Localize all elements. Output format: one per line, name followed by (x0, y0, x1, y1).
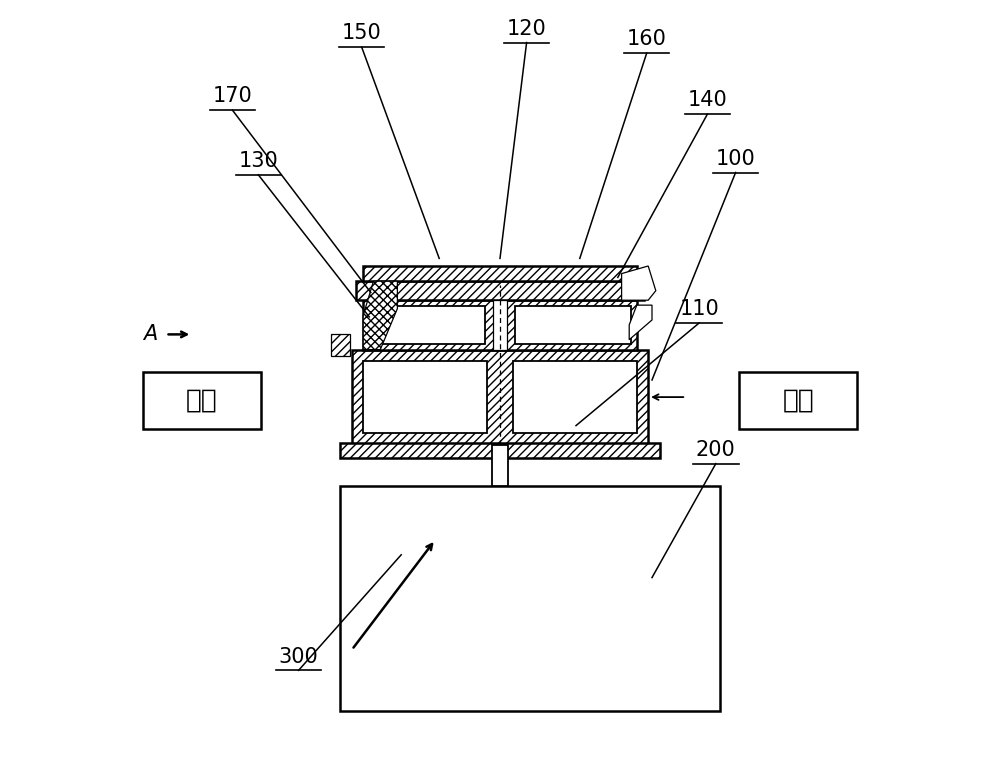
Text: 130: 130 (238, 151, 278, 171)
Text: 室内: 室内 (186, 388, 218, 414)
Bar (492, 445, 508, 486)
Bar (356, 281, 644, 300)
Text: 110: 110 (679, 299, 719, 319)
Bar (331, 334, 350, 356)
Bar (513, 361, 637, 433)
Bar (143, 372, 261, 429)
Bar (363, 266, 637, 281)
Polygon shape (363, 281, 397, 350)
Bar (340, 486, 720, 711)
Polygon shape (629, 305, 652, 340)
Text: A: A (143, 325, 157, 344)
Text: 150: 150 (342, 24, 382, 43)
Bar (369, 306, 485, 344)
Text: 室外: 室外 (782, 388, 814, 414)
Text: 200: 200 (696, 440, 736, 460)
Bar (363, 300, 637, 350)
Text: 140: 140 (688, 90, 727, 110)
Bar (363, 361, 487, 433)
Bar (352, 350, 648, 445)
Text: 300: 300 (279, 647, 318, 667)
Bar (340, 443, 660, 458)
Bar (739, 372, 857, 429)
Text: 120: 120 (507, 19, 546, 39)
Text: 100: 100 (716, 149, 755, 169)
Polygon shape (622, 266, 656, 300)
Text: 170: 170 (213, 87, 252, 106)
Bar (515, 306, 631, 344)
Bar (493, 300, 507, 350)
Text: 160: 160 (627, 30, 667, 49)
